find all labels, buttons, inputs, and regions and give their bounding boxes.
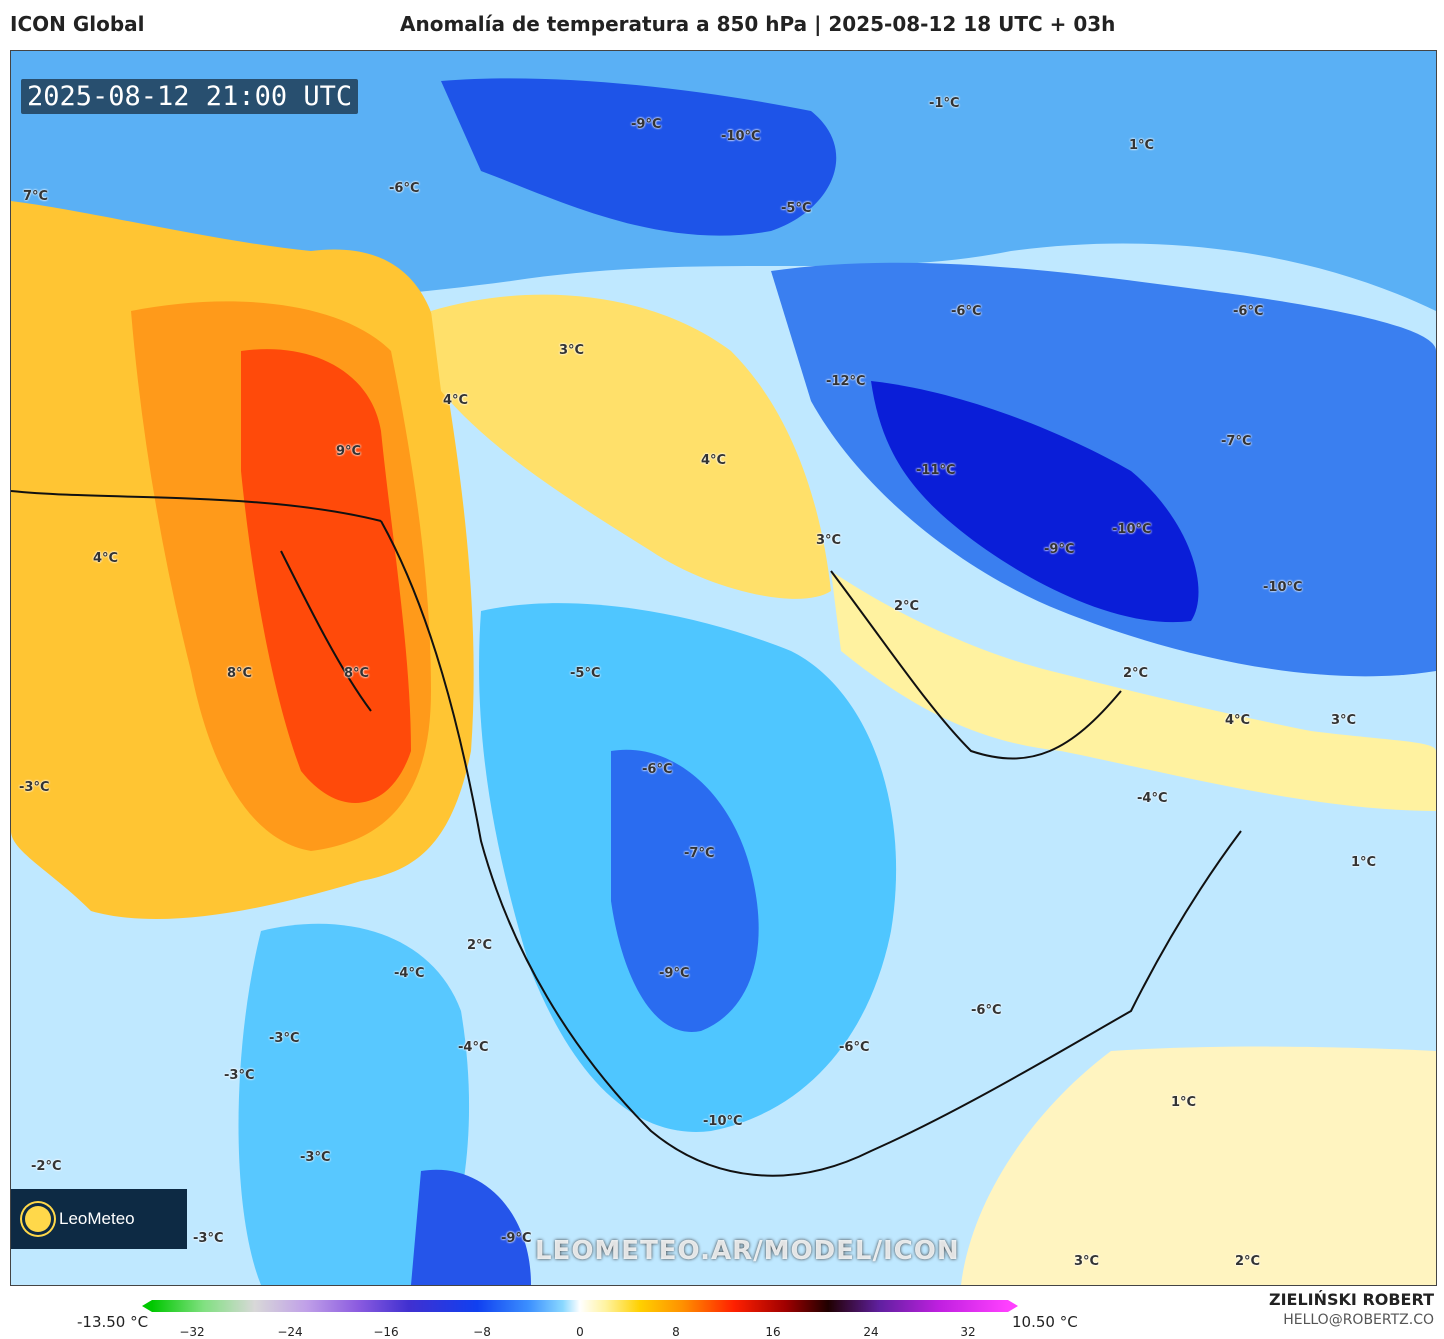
temperature-label: -3°C (193, 1231, 224, 1246)
temperature-label: -4°C (1137, 791, 1168, 806)
temperature-label: -9°C (659, 966, 690, 981)
temperature-label: -5°C (570, 666, 601, 681)
temperature-label: -5°C (781, 201, 812, 216)
colorbar-tick: −16 (373, 1325, 399, 1339)
colorbar-high-arrow (1008, 1300, 1018, 1312)
colorbar-min-label: -13.50 °C (77, 1313, 149, 1331)
temperature-label: -1°C (929, 96, 960, 111)
temperature-label: 4°C (93, 551, 119, 566)
temperature-label: 1°C (1171, 1095, 1197, 1110)
temperature-label: -6°C (1233, 304, 1264, 319)
colorbar-tick: 16 (765, 1325, 781, 1339)
author-email[interactable]: HELLO@ROBERTZ.CO (1283, 1312, 1434, 1328)
colorbar-tick: 0 (576, 1325, 584, 1339)
colorbar (142, 1300, 1018, 1312)
colorbar-tick: 8 (672, 1325, 680, 1339)
temperature-label: -7°C (684, 846, 715, 861)
temperature-label: -6°C (642, 762, 673, 777)
colorbar-tick: 32 (960, 1325, 976, 1339)
temperature-label: 8°C (227, 666, 253, 681)
anomaly-map[interactable]: 2025-08-12 21:00 UTC 7°C -9°C -10°C -1°C… (10, 50, 1437, 1286)
temperature-label: 1°C (1351, 855, 1377, 870)
watermark-url: LEOMETEO.AR/MODEL/ICON (535, 1236, 960, 1266)
temperature-label: -2°C (31, 1159, 62, 1174)
colorbar-max-label: 10.50 °C (1012, 1313, 1078, 1331)
temperature-label: 3°C (559, 343, 585, 358)
colorbar-gradient (152, 1300, 1008, 1312)
colorbar-tick: −24 (277, 1325, 303, 1339)
colorbar-tick: −8 (473, 1325, 491, 1339)
temperature-label: -4°C (394, 966, 425, 981)
model-name: ICON Global (10, 12, 145, 36)
temperature-label: -3°C (19, 780, 50, 795)
valid-time-badge: 2025-08-12 21:00 UTC (21, 79, 359, 114)
temperature-label: 9°C (336, 444, 362, 459)
temperature-label: -3°C (269, 1031, 300, 1046)
colorbar-tick: −32 (179, 1325, 205, 1339)
temperature-label: 8°C (344, 666, 370, 681)
chart-title: Anomalía de temperatura a 850 hPa | 2025… (400, 12, 1116, 36)
temperature-label: 3°C (1331, 713, 1357, 728)
temperature-label: -10°C (703, 1114, 743, 1129)
temperature-label: -12°C (826, 374, 866, 389)
logo-text: LeoMeteo (59, 1209, 135, 1228)
temperature-label: 4°C (1225, 713, 1251, 728)
temperature-label: 2°C (894, 599, 920, 614)
temperature-label: -6°C (951, 304, 982, 319)
temperature-label: -10°C (1112, 522, 1152, 537)
temperature-label: -10°C (721, 129, 761, 144)
temperature-label: -11°C (916, 463, 956, 478)
temperature-label: -6°C (839, 1040, 870, 1055)
temperature-label: 3°C (1074, 1254, 1100, 1269)
temperature-label: 1°C (1129, 138, 1155, 153)
temperature-label: -9°C (1044, 542, 1075, 557)
author-name: ZIELIŃSKI ROBERT (1268, 1290, 1434, 1309)
temperature-label: 2°C (467, 938, 493, 953)
sun-icon (25, 1206, 51, 1232)
temperature-label: -6°C (389, 181, 420, 196)
temperature-label: -9°C (631, 117, 662, 132)
temperature-label: -6°C (971, 1003, 1002, 1018)
temperature-label: -3°C (300, 1150, 331, 1165)
temperature-label: -7°C (1221, 434, 1252, 449)
colorbar-tick: 24 (863, 1325, 879, 1339)
temperature-label: 2°C (1123, 666, 1149, 681)
temperature-label: 4°C (701, 453, 727, 468)
temperature-label: -4°C (458, 1040, 489, 1055)
map-fill (11, 51, 1436, 1285)
leometeo-logo[interactable]: LeoMeteo (11, 1189, 187, 1249)
temperature-label: 4°C (443, 393, 469, 408)
temperature-label: 7°C (23, 189, 49, 204)
colorbar-low-arrow (142, 1300, 152, 1312)
temperature-label: 3°C (816, 533, 842, 548)
temperature-label: -3°C (224, 1068, 255, 1083)
temperature-label: 2°C (1235, 1254, 1261, 1269)
temperature-label: -10°C (1263, 580, 1303, 595)
temperature-label: -9°C (501, 1231, 532, 1246)
